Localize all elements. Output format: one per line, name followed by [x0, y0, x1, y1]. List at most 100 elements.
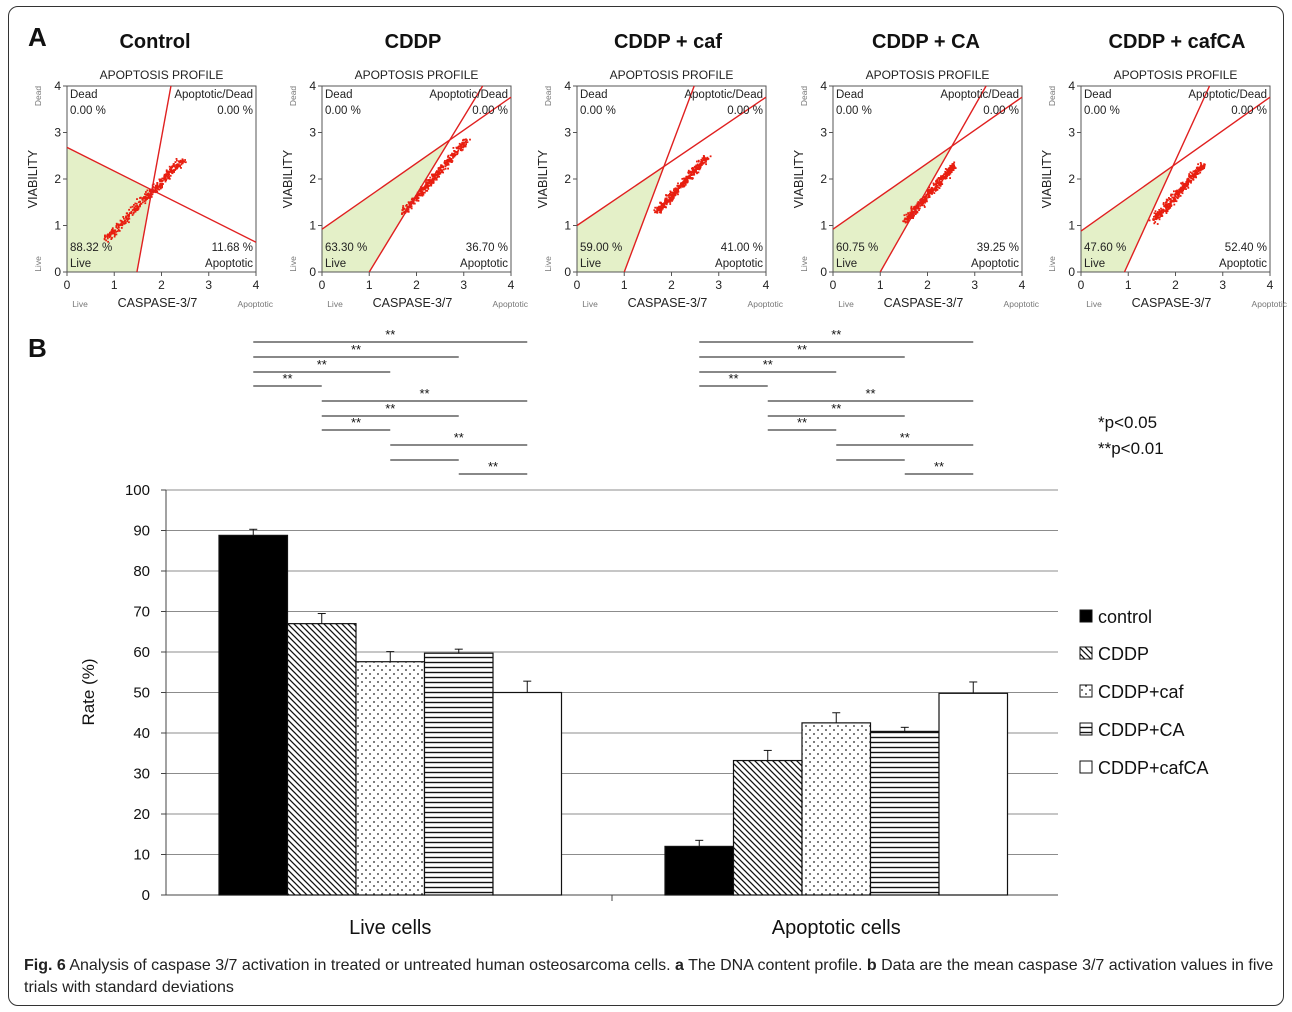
x-tick-label: 3 — [715, 278, 722, 292]
scatter-point — [1200, 164, 1202, 167]
scatter-point — [166, 175, 169, 178]
scatter-point — [1190, 181, 1192, 184]
scatter-point — [665, 200, 668, 203]
scatter-point — [105, 239, 108, 242]
scatter-point — [432, 181, 435, 183]
scatter-point — [176, 167, 178, 170]
scatter-point — [135, 202, 138, 205]
scatter-point — [1179, 195, 1182, 197]
side-dead-label: Dead — [1047, 86, 1057, 107]
scatter-point — [148, 190, 151, 193]
scatter-point — [444, 163, 447, 166]
scatter-point — [130, 211, 133, 213]
scatter-point — [104, 235, 106, 237]
scatter-point — [1160, 213, 1163, 216]
apoptosis-profile-title: APOPTOSIS PROFILE — [1114, 68, 1238, 82]
scatter-point — [948, 170, 951, 172]
scatter-point — [920, 201, 922, 203]
scatter-point — [405, 204, 407, 207]
scatter-point — [444, 161, 447, 164]
scatter-point — [120, 220, 123, 222]
quadrant-live-label: Live — [70, 258, 91, 270]
scatter-point — [665, 198, 667, 200]
y-tick-label: 3 — [820, 126, 827, 140]
scatter-point — [920, 203, 922, 205]
scatter-point — [1168, 198, 1171, 200]
scatter-point — [437, 170, 440, 172]
scatter-point — [686, 175, 689, 178]
scatter-point — [696, 165, 699, 167]
scatter-point — [927, 189, 930, 192]
scatter-point — [149, 190, 152, 193]
scatter-point — [665, 202, 668, 205]
scatter-point — [670, 195, 673, 198]
scatter-point — [1195, 169, 1198, 172]
scatter-point — [1168, 203, 1170, 205]
scatter-point — [183, 160, 185, 163]
significance-stars: ** — [385, 401, 395, 416]
scatter-point — [133, 204, 135, 206]
scatter-point — [424, 187, 427, 190]
scatter-point — [155, 186, 157, 188]
scatter-point — [950, 171, 953, 173]
scatter-point — [111, 232, 113, 235]
legend-swatch — [1079, 646, 1093, 660]
gate-line-viability — [576, 96, 767, 227]
legend-swatch — [1079, 722, 1093, 736]
scatter-point — [165, 173, 167, 176]
scatter-point — [918, 209, 920, 211]
scatter-point — [1172, 196, 1174, 199]
side-dead-label: Dead — [799, 86, 809, 107]
scatter-point — [904, 221, 907, 224]
gate-line-caspase — [1123, 85, 1211, 273]
scatter-point — [441, 170, 444, 172]
scatter-point — [1166, 203, 1169, 206]
x-axis-title: CASPASE-3/7 — [373, 296, 453, 310]
scatter-point — [662, 202, 665, 205]
scatter-point — [128, 221, 130, 224]
scatter-point — [1180, 182, 1182, 185]
scatter-point — [907, 220, 909, 222]
x-tick-label: 0 — [830, 278, 837, 292]
scatter-point — [138, 200, 141, 203]
scatter-point — [412, 201, 415, 203]
scatter-point — [695, 168, 698, 170]
scatter-point — [1152, 218, 1155, 221]
scatter-point — [699, 166, 702, 169]
scatter-point — [176, 166, 179, 169]
scatter-point — [683, 181, 685, 184]
scatter-point — [129, 212, 131, 214]
scatter-point — [696, 163, 699, 166]
scatter-point — [132, 212, 135, 215]
scatter-point — [1199, 168, 1201, 171]
scatter-point — [428, 180, 431, 182]
scatter-point — [918, 207, 921, 210]
scatter-point — [659, 209, 662, 212]
significance-stars: ** — [763, 357, 773, 372]
scatter-point — [691, 167, 693, 170]
scatter-point — [704, 157, 707, 160]
scatter-point — [1193, 170, 1196, 172]
scatter-point — [466, 141, 469, 144]
scatter-point — [706, 158, 709, 161]
scatter-point — [146, 197, 148, 200]
quadrant-apoptotic-pct: 52.40 % — [1225, 242, 1267, 254]
scatter-point — [1189, 180, 1191, 183]
scatter-point — [447, 158, 450, 161]
scatter-point — [951, 163, 954, 165]
scatter-point — [438, 175, 440, 178]
bar-control — [218, 534, 289, 896]
scatter-point — [912, 216, 914, 218]
scatter-point — [703, 157, 706, 160]
scatter-point — [452, 147, 455, 149]
live-region-shading — [833, 146, 952, 272]
scatter-point — [426, 189, 429, 192]
scatter-point — [432, 175, 435, 177]
scatter-point — [430, 184, 433, 187]
significance-stars: ** — [728, 371, 738, 386]
scatter-point — [1187, 182, 1189, 185]
scatter-point — [425, 189, 427, 192]
scatter-point — [944, 171, 947, 174]
scatter-point — [161, 185, 163, 187]
scatter-point — [145, 193, 148, 196]
